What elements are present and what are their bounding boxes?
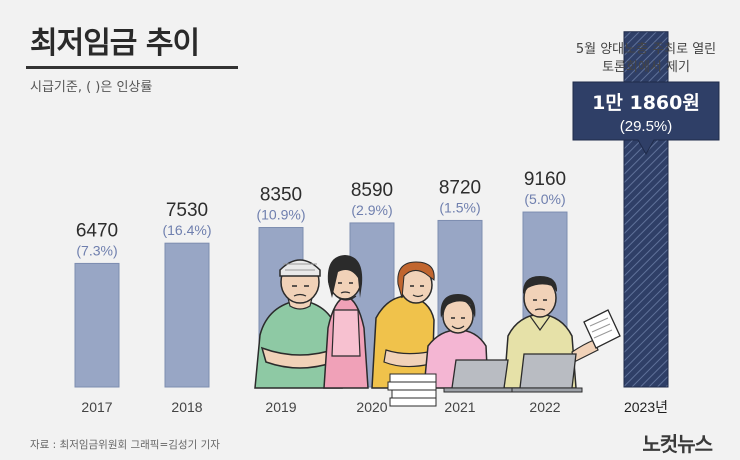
paper-stack [387, 373, 437, 407]
bar-rate-label: (10.9%) [256, 207, 305, 223]
x-tick-label: 2018 [171, 399, 202, 415]
callout-box [572, 81, 720, 156]
bar-value-label: 8350 [260, 185, 302, 206]
news-logo: 노컷뉴스 [642, 432, 713, 456]
bar-rate-label: (5.0%) [524, 191, 565, 207]
bar-value-labels: 6470(7.3%) 7530(16.4%) 8350(10.9%) 8590(2.9… [76, 169, 566, 258]
x-tick-label: 2017 [81, 399, 112, 415]
bar-rate-label: (1.5%) [439, 199, 480, 215]
bar [164, 242, 210, 388]
laptop-left [443, 359, 513, 393]
x-tick-label: 2019 [265, 399, 296, 415]
x-tick-label: 2023년 [624, 399, 668, 415]
bar-rate-label: (16.4%) [162, 222, 211, 238]
x-tick-label: 2020 [356, 399, 387, 415]
bar-value-label: 6470 [76, 220, 118, 241]
x-axis-tick-labels: 2017 2018 2019 2020 2021 2022 2023년 [81, 399, 668, 415]
bar-value-label: 9160 [524, 169, 566, 190]
x-tick-label: 2021 [444, 399, 475, 415]
chart-title: 최저임금 추이 [30, 26, 200, 61]
title-underline [26, 66, 238, 69]
bar [74, 262, 120, 388]
chart-subtitle: 시급기준, ( )은 인상률 [30, 80, 153, 95]
callout-note-line: 토론회에서 제기 [602, 60, 690, 75]
woman-yellow-shirt [371, 261, 435, 389]
bar-value-label: 8590 [351, 180, 393, 201]
callout-rate: (29.5%) [620, 118, 673, 135]
callout-value: 1만 1860원 [592, 92, 700, 114]
workers-illustration [254, 255, 621, 407]
source-credit: 자료 : 최저임금위원회 그래픽=김성기 기자 [30, 439, 220, 451]
callout-note-line: 5월 양대노총 주최로 열린 [576, 42, 716, 57]
laptop-right [511, 353, 583, 393]
bar-value-label: 7530 [166, 200, 208, 221]
bar-rate-label: (2.9%) [351, 202, 392, 218]
bar-rate-label: (7.3%) [76, 242, 117, 258]
woman-apron [323, 255, 369, 389]
bar-value-label: 8720 [439, 177, 481, 198]
x-tick-label: 2022 [529, 399, 560, 415]
